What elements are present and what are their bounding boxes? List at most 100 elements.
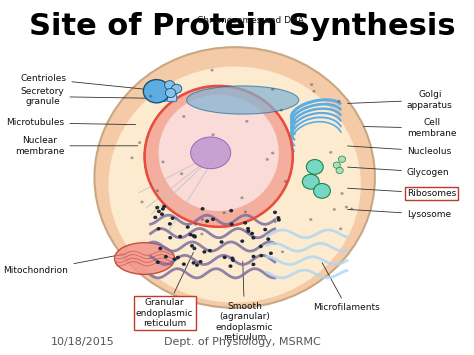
Text: Centrioles: Centrioles <box>20 75 162 91</box>
Circle shape <box>251 263 255 266</box>
Circle shape <box>345 206 348 208</box>
Circle shape <box>277 218 281 222</box>
Circle shape <box>333 162 340 168</box>
Circle shape <box>229 223 234 226</box>
Circle shape <box>162 205 166 208</box>
Circle shape <box>339 228 342 230</box>
Circle shape <box>302 174 319 189</box>
Circle shape <box>243 221 247 225</box>
Circle shape <box>190 244 194 247</box>
Text: Lysosome: Lysosome <box>347 209 451 219</box>
Circle shape <box>162 160 164 163</box>
Circle shape <box>263 228 267 231</box>
Ellipse shape <box>109 66 361 302</box>
Circle shape <box>158 247 163 250</box>
Circle shape <box>250 232 254 235</box>
Circle shape <box>284 180 287 183</box>
Circle shape <box>140 201 144 203</box>
Circle shape <box>281 250 284 253</box>
Circle shape <box>182 262 186 266</box>
Circle shape <box>229 209 233 212</box>
Circle shape <box>201 207 205 211</box>
Circle shape <box>195 263 199 267</box>
Circle shape <box>269 251 273 255</box>
Circle shape <box>160 212 164 216</box>
Circle shape <box>223 256 227 259</box>
Ellipse shape <box>115 243 174 274</box>
Text: Nucleolus: Nucleolus <box>347 146 451 155</box>
FancyBboxPatch shape <box>157 89 166 102</box>
Circle shape <box>338 156 346 162</box>
Circle shape <box>208 249 212 252</box>
Circle shape <box>245 120 248 123</box>
Circle shape <box>138 141 141 144</box>
Circle shape <box>168 236 172 239</box>
Circle shape <box>271 152 274 154</box>
Circle shape <box>156 189 159 192</box>
Ellipse shape <box>187 86 299 114</box>
Circle shape <box>143 80 170 103</box>
Circle shape <box>205 219 209 223</box>
Text: Nuclear
membrane: Nuclear membrane <box>15 136 138 155</box>
Circle shape <box>252 255 255 258</box>
Circle shape <box>191 234 196 237</box>
Circle shape <box>178 235 182 238</box>
Circle shape <box>194 223 197 226</box>
Circle shape <box>314 184 330 198</box>
Circle shape <box>161 207 165 211</box>
Circle shape <box>273 211 277 214</box>
Text: Cell
membrane: Cell membrane <box>364 119 456 138</box>
Circle shape <box>273 220 277 223</box>
Circle shape <box>193 247 196 249</box>
Circle shape <box>231 258 235 262</box>
Circle shape <box>211 218 215 221</box>
Circle shape <box>149 95 152 98</box>
Circle shape <box>191 261 196 264</box>
Circle shape <box>340 192 344 195</box>
Ellipse shape <box>145 86 293 227</box>
Circle shape <box>309 218 312 221</box>
Circle shape <box>228 264 232 268</box>
Circle shape <box>176 256 180 259</box>
Circle shape <box>200 233 203 235</box>
Circle shape <box>182 115 185 118</box>
Circle shape <box>266 237 270 241</box>
Circle shape <box>244 211 247 213</box>
Circle shape <box>240 239 244 243</box>
Circle shape <box>336 167 343 174</box>
Ellipse shape <box>159 95 279 211</box>
Text: Dept. of Physiology, MSRMC: Dept. of Physiology, MSRMC <box>164 337 321 346</box>
Circle shape <box>337 100 341 103</box>
Circle shape <box>271 88 274 91</box>
Circle shape <box>265 158 269 161</box>
Text: Granular
endoplasmic
reticulum: Granular endoplasmic reticulum <box>136 252 193 328</box>
Circle shape <box>312 90 316 93</box>
Circle shape <box>276 216 280 220</box>
Circle shape <box>306 159 323 174</box>
Circle shape <box>168 222 172 226</box>
Circle shape <box>210 69 214 72</box>
Circle shape <box>211 133 215 136</box>
Circle shape <box>329 151 332 154</box>
Text: Site of Protein Synthesis: Site of Protein Synthesis <box>29 12 456 41</box>
Circle shape <box>259 245 263 248</box>
Circle shape <box>201 218 204 221</box>
FancyBboxPatch shape <box>167 89 177 102</box>
Text: Smooth
(agranular)
endoplasmic
reticulum: Smooth (agranular) endoplasmic reticulum <box>216 261 273 342</box>
Circle shape <box>246 227 250 230</box>
Circle shape <box>240 196 244 199</box>
Text: Chromosomes and DNA: Chromosomes and DNA <box>197 16 304 36</box>
Circle shape <box>199 260 202 263</box>
Text: Glycogen: Glycogen <box>347 167 449 177</box>
Ellipse shape <box>94 47 375 308</box>
Circle shape <box>153 215 157 219</box>
Circle shape <box>171 217 174 220</box>
Circle shape <box>164 255 168 258</box>
Circle shape <box>251 236 255 240</box>
Circle shape <box>180 172 183 175</box>
Text: Mitochondrion: Mitochondrion <box>3 254 126 275</box>
Text: Microfilaments: Microfilaments <box>313 263 380 312</box>
Text: Microtubules: Microtubules <box>6 119 136 127</box>
Circle shape <box>189 233 192 236</box>
Circle shape <box>193 235 197 239</box>
